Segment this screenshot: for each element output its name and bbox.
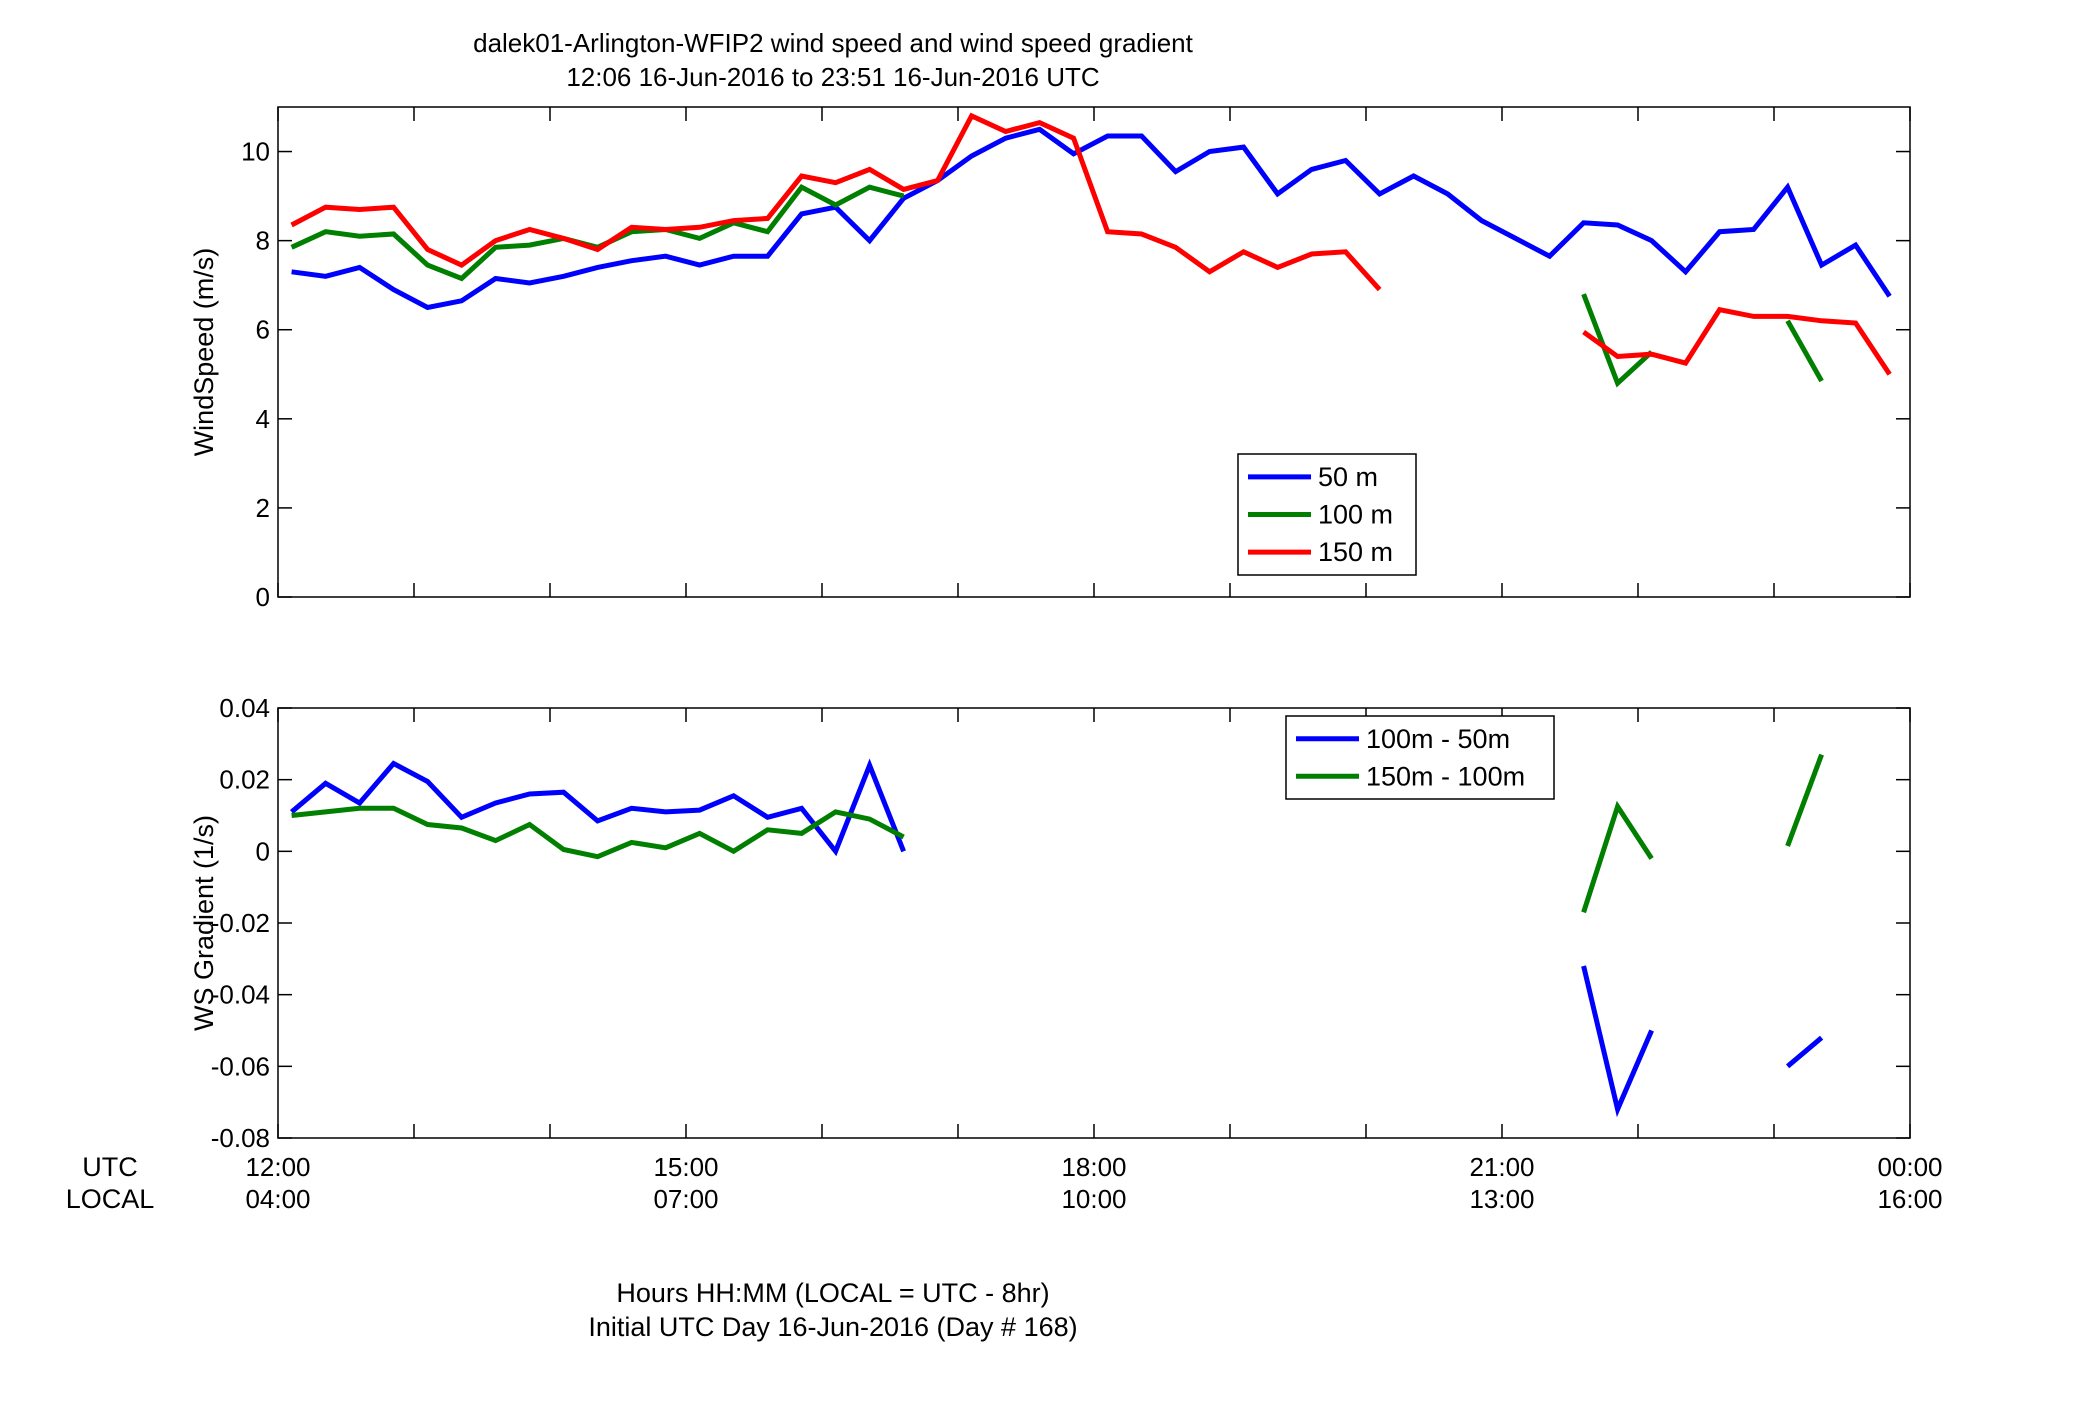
x-tick-label-utc: 18:00	[1061, 1152, 1126, 1182]
series-line-100-m	[1785, 319, 1824, 383]
y-tick-label: 10	[241, 137, 270, 167]
x-axis-day-note: Initial UTC Day 16-Jun-2016 (Day # 168)	[588, 1312, 1077, 1342]
y-tick-label: 0.04	[219, 693, 270, 723]
series-line-100-m	[290, 184, 905, 282]
chart-title: dalek01-Arlington-WFIP2 wind speed and w…	[473, 28, 1194, 58]
y-axis-label: WindSpeed (m/s)	[189, 248, 219, 457]
series-line-100m-50m	[1581, 965, 1654, 1118]
x-tick-label-local: 10:00	[1061, 1184, 1126, 1214]
x-tick-label-utc: 12:00	[245, 1152, 310, 1182]
legend: 50 m 100 m 150 m	[1237, 453, 1417, 576]
legend-label: 150 m	[1318, 537, 1393, 567]
y-axis-label: WS Gradient (1/s)	[189, 815, 219, 1031]
y-tick-label: 4	[256, 404, 270, 434]
series-line-150m-100m	[1785, 753, 1824, 847]
y-tick-label: -0.04	[211, 980, 270, 1010]
legend-box	[1285, 715, 1555, 800]
series-line-150m-100m	[1581, 800, 1654, 914]
series-line-100m-50m	[289, 758, 906, 857]
x-tick-label-local: 13:00	[1469, 1184, 1534, 1214]
y-tick-label: -0.06	[211, 1051, 270, 1081]
y-tick-label: 8	[256, 226, 270, 256]
legend-label: 50 m	[1318, 462, 1378, 492]
plot-frame	[277, 106, 1911, 598]
utc-row-label: UTC	[82, 1152, 138, 1182]
chart-subtitle: 12:06 16-Jun-2016 to 23:51 16-Jun-2016 U…	[566, 62, 1099, 92]
series-line-50-m	[291, 126, 1892, 311]
x-axis-note: Hours HH:MM (LOCAL = UTC - 8hr)	[616, 1278, 1049, 1308]
x-tick-label-utc: 21:00	[1469, 1152, 1534, 1182]
series-line-150-m	[1582, 306, 1892, 376]
y-tick-label: -0.08	[211, 1123, 270, 1153]
legend-label: 150m - 100m	[1366, 761, 1525, 791]
local-row-label: LOCAL	[66, 1184, 155, 1214]
gradient-panel: -0.08 -0.06 -0.04 -0.02 0 0.02 0.04 WS Gradient…	[189, 693, 1911, 1153]
legend-label: 100 m	[1318, 500, 1393, 530]
series-line-150m-100m	[291, 805, 905, 860]
series-line-150-m	[290, 112, 1382, 292]
x-tick-label-local: 07:00	[653, 1184, 718, 1214]
x-tick-label-local: 04:00	[245, 1184, 310, 1214]
windspeed-panel: 0 2 4 6 8 10 WindSpeed (m/s) 50 m 100 m 150 m	[189, 106, 1911, 612]
y-tick-label: 0	[256, 836, 270, 866]
y-tick-label: 0.02	[219, 765, 270, 795]
plot-frame	[277, 707, 1911, 1139]
legend-label: 100m - 50m	[1366, 724, 1510, 754]
y-tick-label: 0	[256, 582, 270, 612]
y-tick-label: 2	[256, 493, 270, 523]
y-tick-label: -0.02	[211, 908, 270, 938]
series-line-100m-50m	[1785, 1035, 1824, 1069]
x-tick-label-local: 16:00	[1877, 1184, 1942, 1214]
x-tick-label-utc: 00:00	[1877, 1152, 1942, 1182]
x-tick-label-utc: 15:00	[653, 1152, 718, 1182]
y-tick-label: 6	[256, 315, 270, 345]
series-line-100-m	[1581, 293, 1654, 388]
legend: 100m - 50m 150m - 100m	[1285, 715, 1555, 800]
